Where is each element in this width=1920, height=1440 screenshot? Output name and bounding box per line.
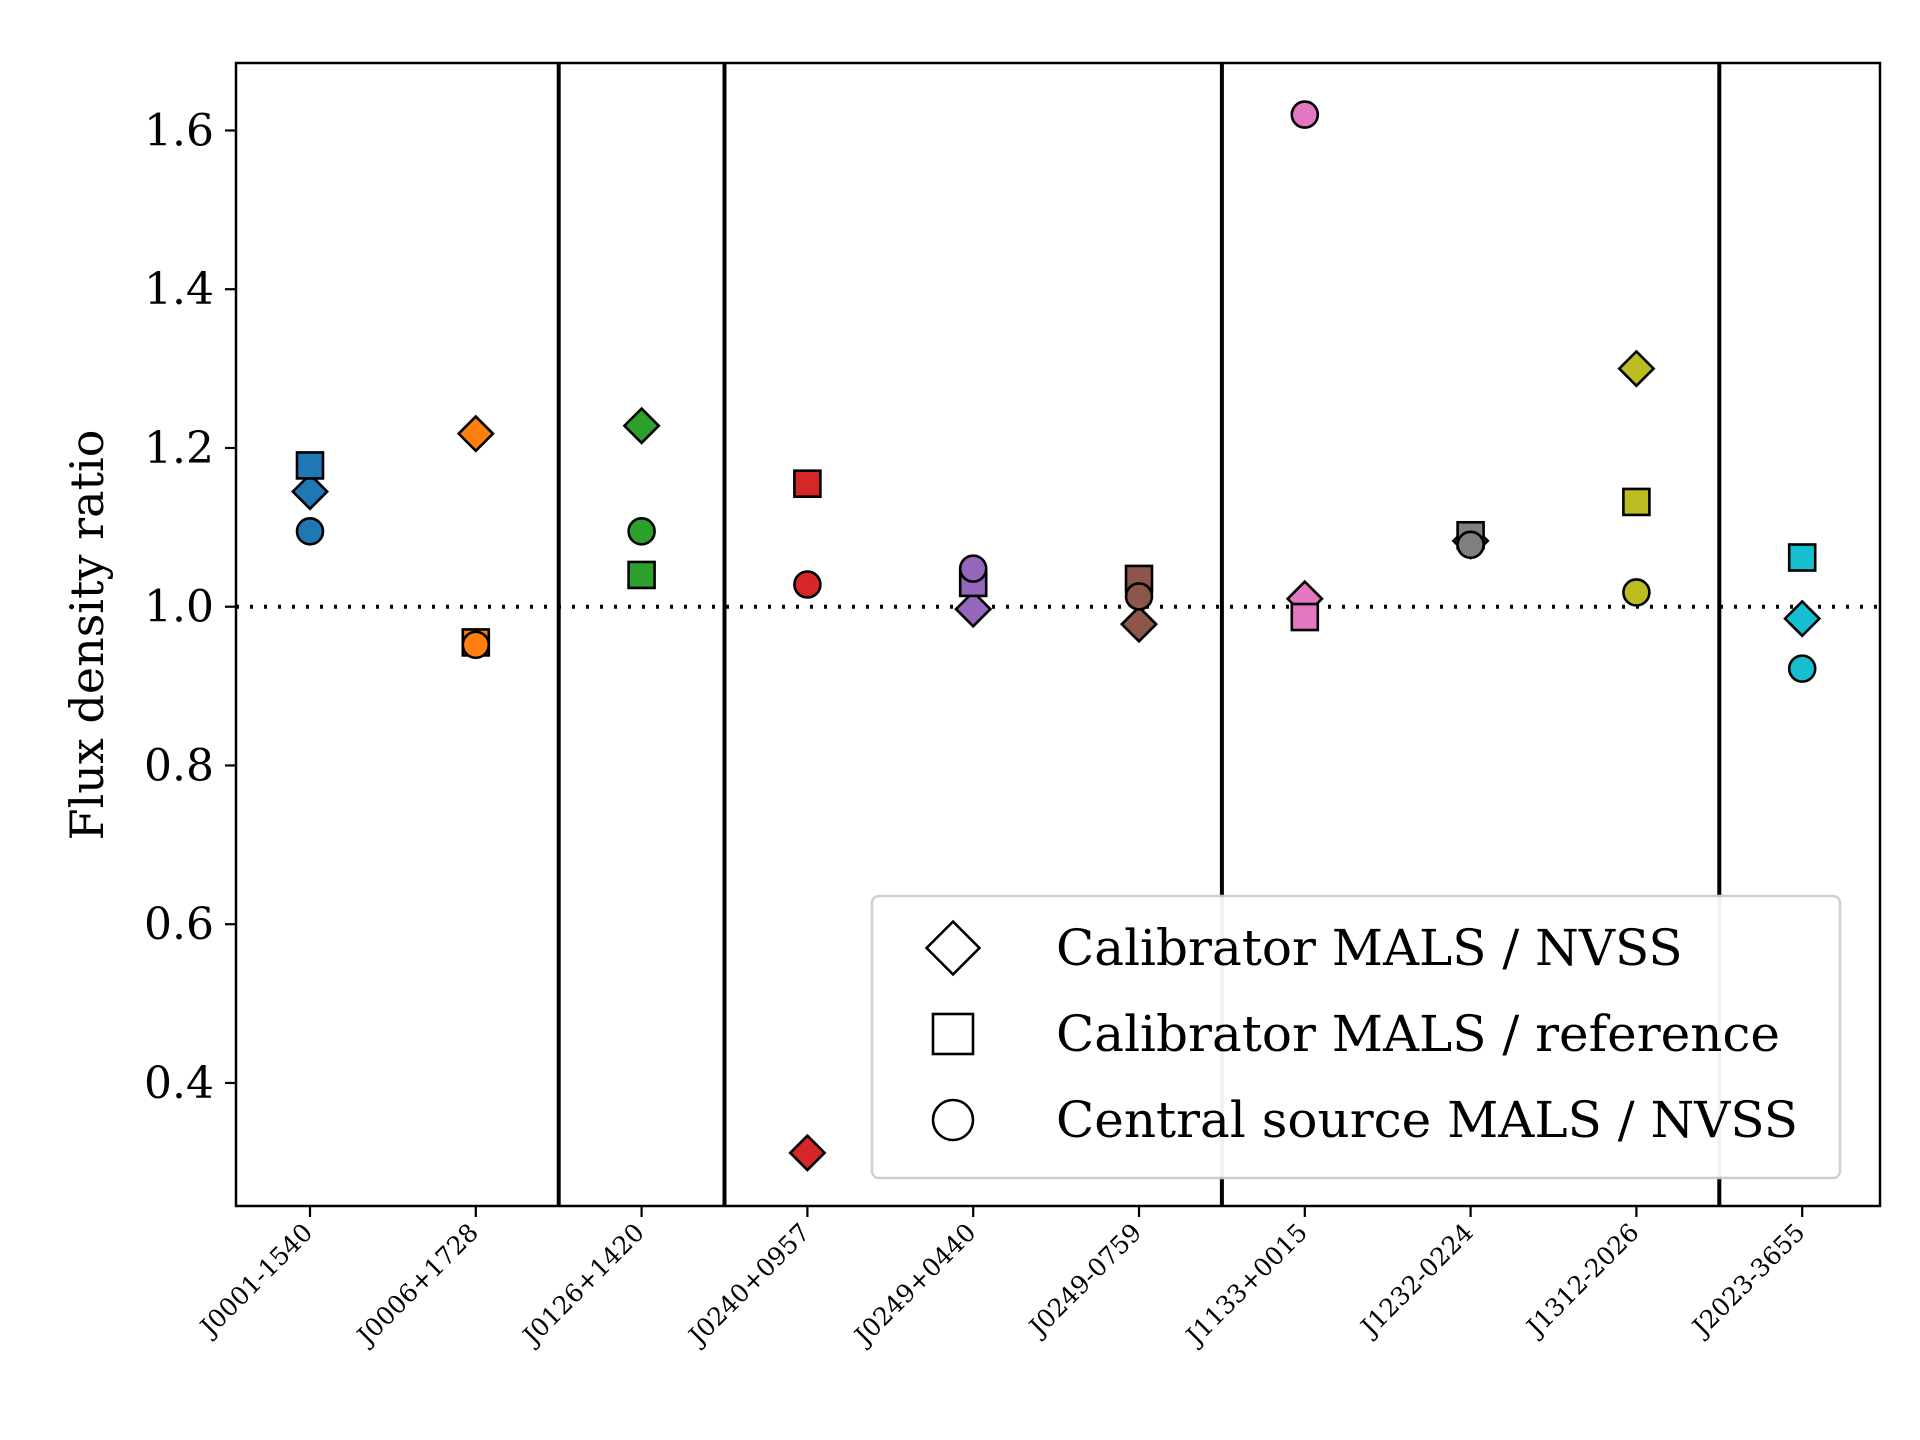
x-tick-label: J0249+0440: [847, 1218, 982, 1353]
y-tick-label: 0.6: [144, 899, 214, 950]
legend-diamond-icon: [924, 919, 982, 977]
square-marker-J0001-1540: [295, 451, 325, 480]
x-tick-label: J0126+1420: [515, 1218, 650, 1353]
y-axis-label: Flux density ratio: [60, 430, 114, 841]
circle-marker-J0006+1728: [461, 630, 491, 660]
legend-entry-label: Calibrator MALS / NVSS: [1056, 919, 1683, 977]
x-tick-label: J1133+0015: [1179, 1218, 1314, 1353]
circle-marker-J0240+0957: [793, 570, 822, 599]
legend: Calibrator MALS / NVSS Calibrator MALS / …: [870, 894, 1842, 1180]
legend-box: [870, 894, 1842, 1180]
x-tick-label: J0006+1728: [350, 1218, 485, 1353]
diamond-marker-J0006+1728: [456, 414, 495, 453]
legend-entry-label: Calibrator MALS / reference: [1056, 1005, 1780, 1063]
circle-marker-J0249-0759: [1124, 582, 1154, 611]
x-tick-label: J0249-0759: [1022, 1218, 1148, 1344]
square-marker-J1312-2026: [1622, 487, 1651, 517]
diamond-marker-J0249+0440: [954, 590, 993, 629]
diamond-marker-J2023-3655: [1783, 599, 1822, 638]
x-tick-label: J2023-3655: [1685, 1218, 1811, 1344]
square-marker-J2023-3655: [1787, 543, 1817, 572]
y-tick-label: 1.6: [144, 105, 214, 156]
circle-marker-J0249+0440: [958, 554, 988, 583]
y-tick-label: 0.8: [144, 740, 214, 791]
square-marker-J0126+1420: [627, 560, 656, 590]
diamond-marker-J1312-2026: [1617, 349, 1656, 388]
diamond-marker-J0126+1420: [622, 406, 661, 445]
diamond-marker-J0001-1540: [291, 472, 329, 511]
data-markers: [291, 100, 1822, 1172]
x-tick-label: J1232-0224: [1353, 1218, 1479, 1344]
legend-entry-label: Central source MALS / NVSS: [1056, 1091, 1798, 1149]
circle-marker-J1133+0015: [1290, 100, 1320, 129]
axes-frame: [234, 61, 1882, 1208]
x-tick-label: J0001-1540: [193, 1218, 319, 1344]
legend-square-icon: [931, 1012, 975, 1056]
y-tick-label: 1.2: [144, 423, 214, 474]
circle-marker-J0001-1540: [295, 517, 325, 546]
circle-marker-J0126+1420: [627, 517, 656, 546]
square-marker-J0240+0957: [793, 469, 822, 498]
legend-circle-icon: [931, 1098, 975, 1142]
y-tick-label: 1.4: [144, 264, 214, 315]
x-tick-label: J0240+0957: [681, 1218, 816, 1353]
square-marker-J1133+0015: [1290, 602, 1320, 632]
diamond-marker-J0240+0957: [788, 1133, 827, 1172]
y-tick-label: 1.0: [144, 582, 214, 633]
x-tick-label: J1312-2026: [1519, 1218, 1645, 1344]
diamond-marker-J0249-0759: [1120, 605, 1158, 644]
circle-marker-J1312-2026: [1622, 578, 1651, 607]
circle-marker-J1232-0224: [1456, 530, 1485, 560]
circle-marker-J2023-3655: [1787, 654, 1817, 683]
y-tick-label: 0.4: [144, 1058, 214, 1109]
